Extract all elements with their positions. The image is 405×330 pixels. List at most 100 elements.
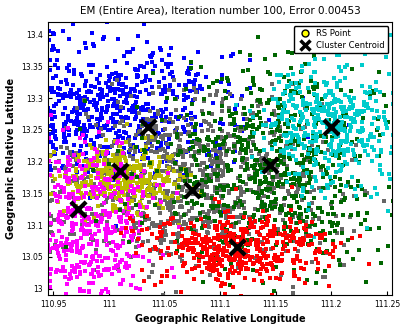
Point (213, 185, 220, 190)
Point (115, 86, 121, 91)
Point (72, 157, 79, 162)
Point (349, 147, 355, 152)
Point (267, 260, 273, 265)
Point (245, 136, 252, 141)
Point (109, 209, 116, 214)
Point (126, 164, 132, 169)
Point (297, 182, 303, 187)
Point (95, 121, 101, 126)
Point (88, 83, 94, 89)
Point (319, 120, 325, 126)
Point (125, 107, 132, 113)
Point (311, 56, 317, 61)
Point (315, 108, 321, 113)
Point (50, 217, 57, 223)
Point (265, 161, 271, 167)
Point (357, 183, 363, 188)
Point (264, 70, 271, 75)
Point (164, 219, 171, 224)
Point (119, 258, 125, 263)
Point (113, 224, 119, 229)
Point (88, 211, 94, 216)
Point (270, 223, 276, 228)
Point (268, 190, 275, 195)
Point (206, 176, 212, 182)
Point (205, 266, 211, 271)
Point (364, 137, 371, 142)
Point (212, 92, 219, 97)
Point (105, 178, 112, 183)
Point (11, 38, 17, 43)
Point (150, 182, 156, 187)
Point (299, 164, 305, 170)
Point (0, 108, 5, 113)
Point (290, 175, 296, 181)
Point (154, 201, 160, 207)
Point (240, 116, 247, 121)
Point (237, 199, 243, 204)
Point (266, 165, 272, 170)
Point (2, 129, 9, 134)
Point (311, 134, 318, 139)
Point (130, 176, 136, 181)
Point (129, 183, 135, 188)
Point (337, 240, 343, 245)
Point (232, 220, 239, 225)
Point (43, 284, 49, 289)
Point (176, 178, 182, 183)
Point (61, 139, 68, 144)
Point (169, 220, 176, 225)
Point (81, 268, 88, 274)
Point (47, 67, 53, 73)
Point (140, 123, 146, 128)
Point (318, 109, 325, 114)
Point (304, 241, 311, 247)
Point (269, 158, 275, 163)
Point (322, 249, 328, 254)
Point (160, 177, 166, 182)
Point (324, 147, 330, 152)
Point (358, 119, 364, 125)
Point (252, 242, 259, 248)
Point (83, 228, 90, 234)
Point (302, 208, 309, 214)
Point (105, 150, 111, 156)
Point (273, 127, 279, 133)
Point (301, 125, 307, 130)
Point (273, 156, 280, 161)
Point (15, 233, 21, 238)
Point (32, 251, 38, 257)
Point (245, 226, 251, 231)
Point (136, 287, 143, 292)
Point (216, 155, 223, 160)
Point (223, 149, 229, 154)
Point (142, 214, 148, 220)
Point (304, 154, 311, 160)
Point (165, 201, 171, 206)
Point (131, 110, 138, 115)
Point (191, 128, 198, 133)
Point (47, 139, 54, 144)
Point (366, 227, 373, 232)
Point (213, 152, 219, 157)
Point (270, 109, 277, 114)
Point (75, 95, 81, 100)
Point (55, 253, 62, 258)
Point (158, 68, 164, 74)
Point (357, 108, 364, 114)
Point (347, 88, 354, 94)
Point (169, 195, 175, 200)
Point (297, 215, 304, 220)
Point (73, 238, 80, 244)
Point (50, 143, 56, 148)
Point (30, 306, 36, 311)
Point (86, 222, 92, 227)
Point (99, 145, 105, 150)
Point (236, 49, 243, 54)
Point (117, 152, 124, 158)
Point (140, 162, 147, 168)
Point (124, 186, 130, 191)
Point (247, 237, 254, 243)
Point (305, 181, 311, 186)
Point (328, 138, 335, 143)
